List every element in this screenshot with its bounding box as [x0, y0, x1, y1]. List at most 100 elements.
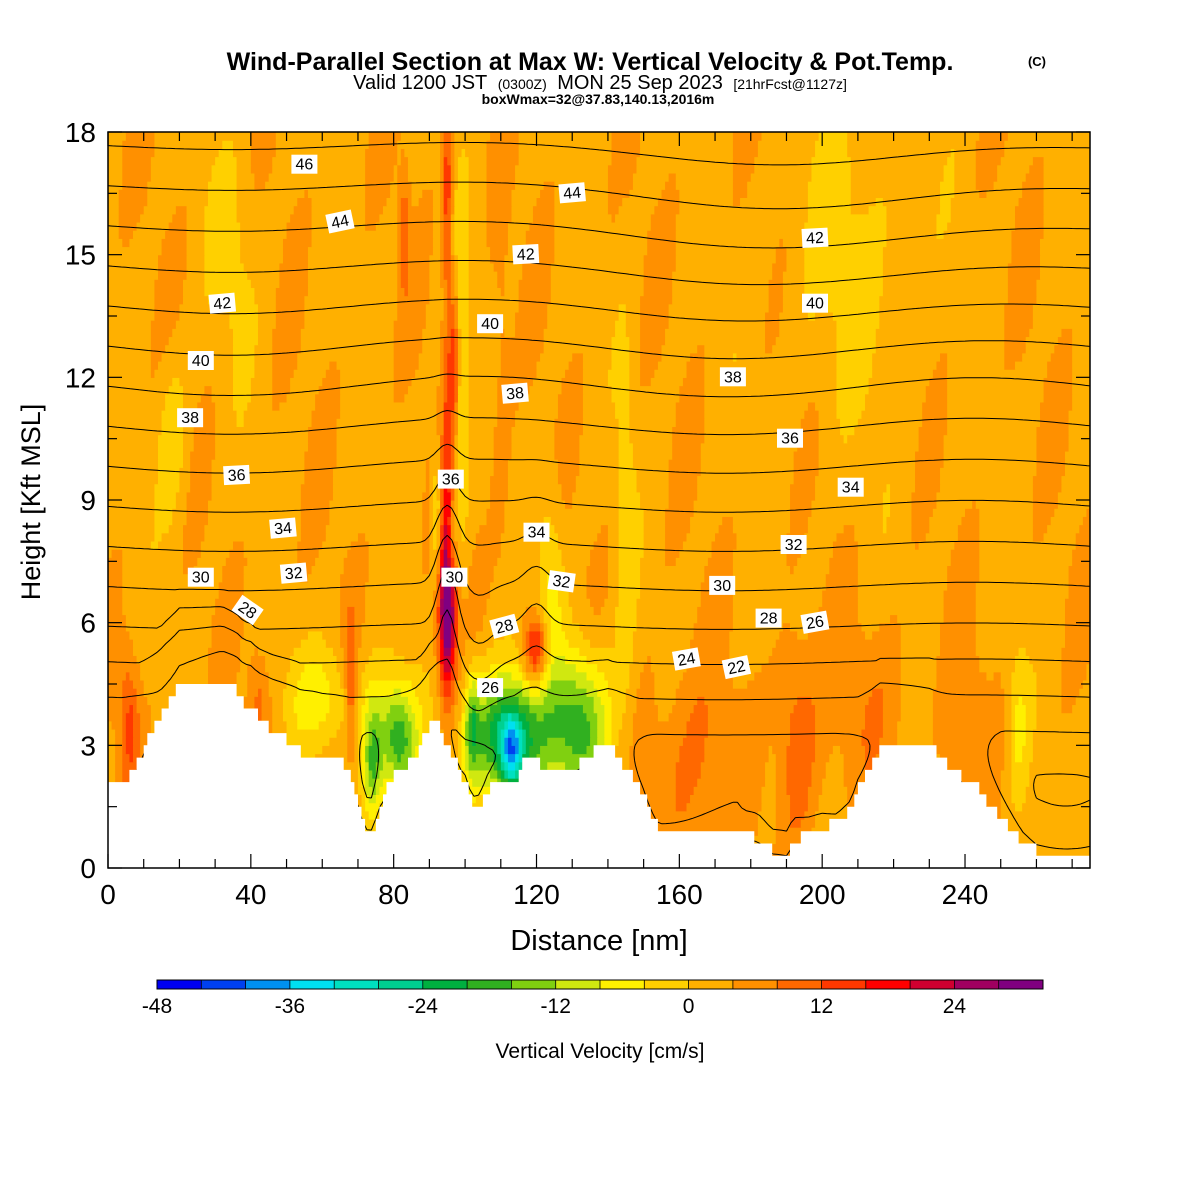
velocity-cell: [136, 696, 148, 706]
velocity-cell: [397, 230, 402, 239]
velocity-cell: [547, 622, 552, 632]
velocity-cell: [204, 205, 238, 215]
velocity-cell: [347, 655, 355, 665]
velocity-cell: [1004, 311, 1034, 321]
velocity-cell: [108, 148, 123, 158]
velocity-cell: [507, 230, 527, 239]
velocity-cell: [700, 442, 798, 452]
velocity-cell: [832, 311, 880, 321]
velocity-cell: [518, 287, 552, 297]
velocity-cell: [625, 769, 677, 779]
velocity-cell: [815, 401, 838, 411]
velocity-cell: [300, 532, 327, 542]
velocity-cell: [540, 589, 548, 599]
velocity-cell: [429, 287, 445, 297]
velocity-cell: [368, 720, 395, 730]
velocity-cell: [179, 311, 231, 321]
contour-label-text: 28: [494, 617, 516, 638]
velocity-cell: [1004, 320, 1034, 329]
velocity-cell: [836, 410, 863, 419]
velocity-cell: [604, 704, 613, 714]
velocity-cell: [900, 655, 938, 665]
velocity-cell: [765, 778, 777, 787]
velocity-cell: [865, 761, 873, 771]
velocity-cell: [397, 271, 402, 280]
velocity-cell: [468, 467, 495, 477]
velocity-cell: [140, 720, 152, 730]
velocity-cell: [632, 172, 670, 182]
velocity-cell: [432, 712, 441, 722]
velocity-cell: [1065, 459, 1090, 468]
velocity-cell: [275, 320, 305, 329]
velocity-cell: [261, 688, 270, 697]
velocity-cell: [1032, 156, 1045, 166]
velocity-cell: [525, 639, 530, 648]
velocity-cell: [1011, 745, 1016, 755]
velocity-cell: [1004, 761, 1013, 771]
velocity-cell: [447, 303, 455, 313]
velocity-cell: [347, 753, 355, 763]
velocity-cell: [211, 614, 245, 624]
velocity-cell: [365, 802, 380, 812]
velocity-cell: [811, 696, 870, 706]
velocity-cell: [229, 549, 245, 558]
velocity-cell: [775, 810, 791, 820]
velocity-cell: [108, 197, 120, 207]
velocity-cell: [540, 655, 545, 665]
velocity-cell: [500, 369, 538, 378]
velocity-cell: [465, 516, 488, 526]
y-tick-label: 15: [65, 240, 96, 271]
velocity-cell: [108, 246, 163, 256]
velocity-cell: [622, 712, 634, 722]
velocity-cell: [865, 712, 884, 722]
velocity-cell: [186, 213, 206, 223]
velocity-cell: [486, 598, 541, 607]
velocity-cell: [1036, 434, 1070, 444]
velocity-cell: [432, 221, 441, 231]
velocity-cell: [443, 549, 448, 558]
velocity-cell: [343, 712, 348, 722]
velocity-cell: [504, 508, 620, 517]
contour-label: 38: [177, 408, 204, 428]
velocity-cell: [550, 639, 570, 648]
velocity-cell: [1022, 745, 1034, 755]
velocity-cell: [450, 189, 455, 199]
velocity-cell: [879, 320, 1005, 329]
velocity-cell: [1061, 704, 1073, 714]
velocity-cell: [400, 254, 409, 264]
velocity-cell: [522, 720, 530, 730]
velocity-cell: [975, 606, 1066, 616]
velocity-cell: [815, 720, 866, 730]
velocity-cell: [465, 696, 470, 706]
velocity-cell: [443, 295, 448, 305]
velocity-cell: [761, 132, 820, 141]
velocity-cell: [122, 606, 216, 616]
velocity-cell: [825, 573, 859, 583]
velocity-cell: [804, 532, 838, 542]
velocity-cell: [882, 704, 902, 714]
velocity-cell: [886, 230, 938, 239]
velocity-cell: [947, 156, 955, 166]
velocity-cell: [272, 156, 366, 166]
velocity-cell: [365, 720, 370, 730]
velocity-cell: [1004, 696, 1013, 706]
colorbar-tick-label: -36: [275, 995, 305, 1018]
contour-label: 46: [291, 154, 318, 174]
velocity-cell: [393, 320, 427, 329]
velocity-cell: [300, 508, 330, 517]
velocity-cell: [211, 385, 234, 395]
velocity-cell: [793, 704, 816, 714]
velocity-cell: [486, 230, 509, 239]
velocity-cell: [882, 712, 902, 722]
velocity-cell: [268, 688, 284, 697]
velocity-cell: [440, 197, 445, 207]
velocity-cell: [422, 549, 430, 558]
velocity-cell: [108, 696, 123, 706]
velocity-cell: [611, 352, 630, 362]
velocity-cell: [1015, 737, 1027, 746]
velocity-cell: [440, 230, 445, 239]
velocity-cell: [154, 311, 181, 321]
velocity-cell: [357, 769, 363, 779]
velocity-cell: [865, 720, 884, 730]
velocity-cell: [454, 279, 459, 288]
